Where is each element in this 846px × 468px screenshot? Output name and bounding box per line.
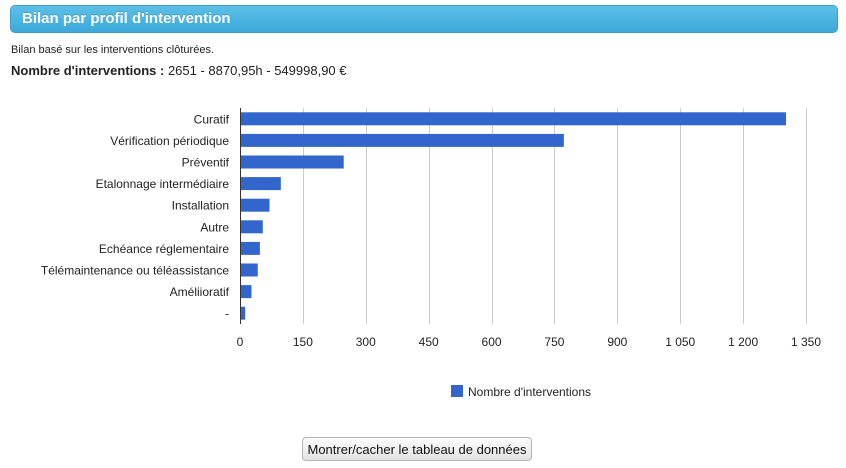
chart-category-labels: Curatif Vérification périodique Préventif E… xyxy=(41,112,230,320)
bar[interactable] xyxy=(241,177,281,191)
tick-label: 600 xyxy=(482,335,502,349)
bar[interactable] xyxy=(241,220,263,234)
tick-label: 150 xyxy=(293,335,313,349)
summary-value: 2651 - 8870,95h - 549998,90 € xyxy=(167,63,347,78)
category-label: Préventif xyxy=(182,156,230,170)
tick-label: 300 xyxy=(356,335,376,349)
legend-swatch xyxy=(451,385,463,397)
category-label: - xyxy=(225,307,229,321)
summary-label: Nombre d'interventions : xyxy=(11,63,165,78)
category-label: Installation xyxy=(172,199,229,213)
bar[interactable] xyxy=(241,306,246,320)
bar[interactable] xyxy=(241,263,258,277)
tick-label: 1 350 xyxy=(791,335,821,349)
panel-subtitle: Bilan basé sur les interventions clôturé… xyxy=(11,44,214,56)
tick-label: 1 050 xyxy=(665,335,695,349)
tick-label: 450 xyxy=(419,335,439,349)
category-label: Etalonnage intermédiaire xyxy=(96,177,230,191)
bar[interactable] xyxy=(241,133,564,147)
toggle-data-table-button[interactable]: Montrer/cacher le tableau de données xyxy=(302,437,532,461)
category-label: Vérification périodique xyxy=(110,134,229,148)
tick-label: 0 xyxy=(237,335,244,349)
bar[interactable] xyxy=(241,112,787,126)
interventions-bar-chart: Curatif Vérification périodique Préventif E… xyxy=(41,108,822,399)
chart-legend: Nombre d'interventions xyxy=(451,385,591,399)
category-label: Curatif xyxy=(194,112,230,126)
tick-label: 750 xyxy=(544,335,564,349)
tick-label: 900 xyxy=(607,335,627,349)
category-label: Echéance réglementaire xyxy=(99,242,229,256)
category-label: Améliioratif xyxy=(170,285,230,299)
category-label: Télémaintenance ou téléassistance xyxy=(41,264,229,278)
category-label: Autre xyxy=(200,220,229,234)
panel-title: Bilan par profil d'intervention xyxy=(22,10,231,27)
interventions-summary: Nombre d'interventions : 2651 - 8870,95h… xyxy=(11,63,347,78)
panel-header: Bilan par profil d'intervention xyxy=(10,5,838,33)
chart-bars xyxy=(241,112,787,320)
bar[interactable] xyxy=(241,155,344,169)
legend-label: Nombre d'interventions xyxy=(468,385,591,399)
tick-label: 1 200 xyxy=(728,335,758,349)
bar[interactable] xyxy=(241,198,270,212)
chart-grid xyxy=(240,108,807,324)
bar[interactable] xyxy=(241,285,252,299)
chart-tick-labels: 0 150 300 450 600 750 900 1 050 1 200 1 350 xyxy=(237,335,822,349)
bar[interactable] xyxy=(241,241,260,255)
